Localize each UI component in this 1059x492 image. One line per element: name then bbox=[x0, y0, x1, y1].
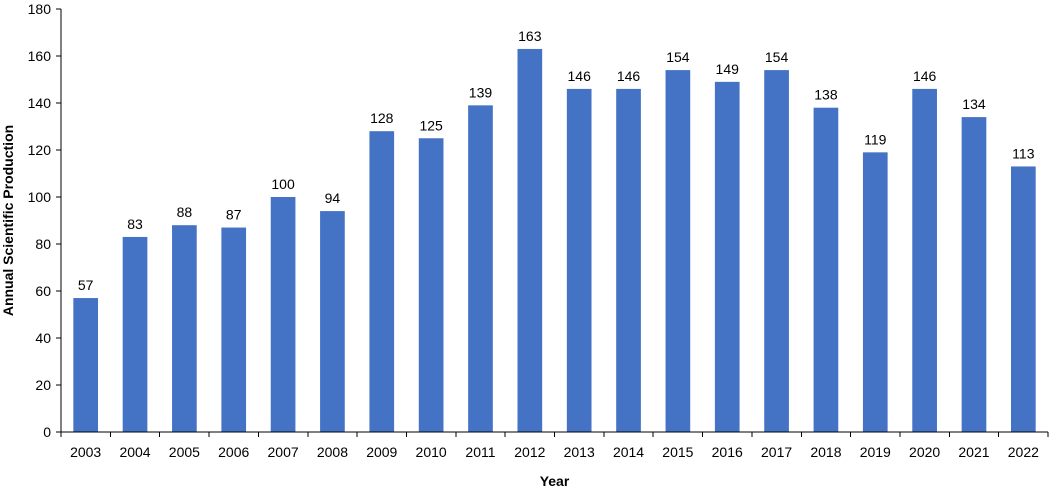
x-tick-label-2010: 2010 bbox=[416, 444, 447, 460]
x-tick-label-2009: 2009 bbox=[366, 444, 397, 460]
y-tick-label-80: 80 bbox=[35, 236, 51, 252]
data-label-2012: 163 bbox=[518, 28, 542, 44]
x-tick-label-2019: 2019 bbox=[860, 444, 891, 460]
x-tick-label-2011: 2011 bbox=[465, 444, 495, 460]
data-label-2004: 83 bbox=[127, 216, 143, 232]
x-tick-label-2003: 2003 bbox=[70, 444, 101, 460]
data-label-2022: 113 bbox=[1012, 145, 1035, 161]
data-label-2013: 146 bbox=[568, 68, 592, 84]
y-tick-label-140: 140 bbox=[28, 95, 52, 111]
x-tick-label-2006: 2006 bbox=[218, 444, 249, 460]
data-label-2010: 125 bbox=[419, 117, 443, 133]
y-tick-label-0: 0 bbox=[43, 424, 51, 440]
y-axis: 0 20 40 60 80 100 120 140 160 180 bbox=[28, 1, 62, 440]
data-label-2008: 94 bbox=[325, 190, 341, 206]
x-tick-label-2016: 2016 bbox=[712, 444, 743, 460]
bar-2021 bbox=[961, 117, 987, 432]
data-label-2016: 149 bbox=[716, 61, 740, 77]
y-axis-title: Annual Scientific Production bbox=[0, 125, 16, 316]
x-tick-label-2004: 2004 bbox=[119, 444, 150, 460]
x-tick-label-2018: 2018 bbox=[810, 444, 841, 460]
x-tick-label-2021: 2021 bbox=[958, 444, 989, 460]
bar-2017 bbox=[764, 70, 789, 432]
bar-2013 bbox=[566, 88, 592, 433]
data-label-2014: 146 bbox=[617, 68, 641, 84]
bar-2018 bbox=[813, 107, 839, 432]
y-tick-label-180: 180 bbox=[28, 1, 52, 17]
data-label-2007: 100 bbox=[271, 176, 295, 192]
y-tick-label-60: 60 bbox=[35, 283, 51, 299]
data-label-2003: 57 bbox=[78, 277, 94, 293]
data-label-2011: 139 bbox=[469, 84, 493, 100]
data-label-2021: 134 bbox=[962, 96, 986, 112]
data-label-2018: 138 bbox=[814, 87, 838, 103]
data-label-2015: 154 bbox=[666, 49, 690, 65]
y-tick-label-20: 20 bbox=[35, 377, 51, 393]
x-tick-label-2015: 2015 bbox=[662, 444, 693, 460]
bar-2003 bbox=[73, 298, 99, 432]
bar-2022 bbox=[1010, 166, 1036, 432]
bar-2012 bbox=[517, 48, 543, 432]
bar-2020 bbox=[912, 88, 937, 433]
y-tick-label-160: 160 bbox=[28, 48, 52, 64]
y-tick-label-100: 100 bbox=[28, 189, 52, 205]
bar-2007 bbox=[270, 197, 296, 432]
x-tick-label-2014: 2014 bbox=[613, 444, 644, 460]
x-tick-label-2005: 2005 bbox=[169, 444, 200, 460]
bar-2009 bbox=[369, 131, 395, 432]
x-tick-label-2017: 2017 bbox=[761, 444, 792, 460]
bar-2008 bbox=[320, 211, 345, 432]
x-tick-label-2013: 2013 bbox=[564, 444, 595, 460]
bar-2014 bbox=[616, 88, 641, 433]
bar-2011 bbox=[468, 105, 493, 432]
x-tick-label-2020: 2020 bbox=[909, 444, 940, 460]
bar-2004 bbox=[122, 236, 148, 432]
x-tick-label-2008: 2008 bbox=[317, 444, 348, 460]
data-label-2020: 146 bbox=[913, 68, 937, 84]
data-labels-layer: 57 83 88 87 100 94 128 125 139 163 146 146 154 149 154… bbox=[78, 28, 1035, 293]
bar-2019 bbox=[862, 152, 888, 432]
x-tick-label-2022: 2022 bbox=[1008, 444, 1039, 460]
data-label-2005: 88 bbox=[177, 204, 193, 220]
bar-2005 bbox=[172, 225, 197, 432]
data-label-2019: 119 bbox=[864, 131, 887, 147]
x-axis: 2003 2004 2005 2006 2007 2008 2009 2010 2011 2012… bbox=[60, 431, 1049, 460]
data-label-2006: 87 bbox=[226, 207, 242, 223]
bar-2015 bbox=[665, 70, 691, 432]
y-tick-label-120: 120 bbox=[28, 142, 52, 158]
data-label-2017: 154 bbox=[765, 49, 789, 65]
y-tick-label-40: 40 bbox=[35, 330, 51, 346]
bar-2016 bbox=[714, 81, 740, 432]
x-axis-title: Year bbox=[540, 473, 570, 489]
bars-layer bbox=[73, 48, 1036, 433]
x-tick-label-2007: 2007 bbox=[268, 444, 299, 460]
data-label-2009: 128 bbox=[370, 110, 394, 126]
x-tick-label-2012: 2012 bbox=[514, 444, 545, 460]
bar-2010 bbox=[418, 138, 444, 432]
bar-2006 bbox=[221, 227, 247, 432]
